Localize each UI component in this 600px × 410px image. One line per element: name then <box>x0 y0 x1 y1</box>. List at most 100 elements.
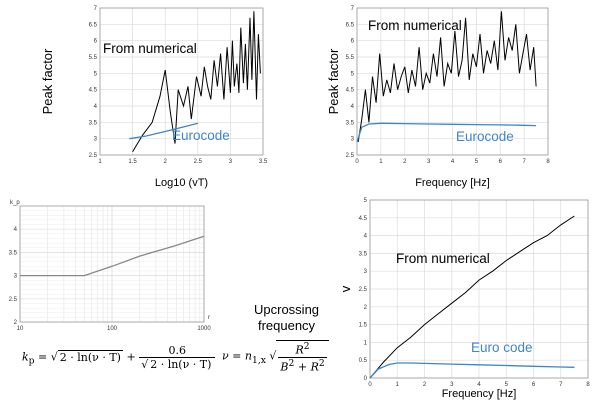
kp-radicand: 2 · ln(ν · T) <box>57 349 123 364</box>
kp-denominator: √ 2 · ln(ν · T) <box>141 357 214 371</box>
y-tick-label: 6 <box>94 39 98 45</box>
upcrossing-frequency-formula: ν = n1,x √ R2 B2 + R2 <box>222 340 329 373</box>
x-tick-label: 5 <box>475 159 479 165</box>
y-axis-label: Peak factor <box>40 48 55 114</box>
y-tick-label: 3 <box>14 274 18 280</box>
series-line-2 <box>356 122 537 143</box>
series-line-1 <box>20 235 205 277</box>
x-tick-label: 0 <box>355 159 359 165</box>
x-tick-label: 8 <box>546 159 550 165</box>
chart-3: 10 100 1000 2 2.5 3 3.5 4 r k_p <box>9 200 212 332</box>
x-axis-label: Log10 (vT) <box>155 177 208 189</box>
x-tick-label: 3 <box>229 159 233 165</box>
y-tick-label: 5 <box>351 71 355 77</box>
x-tick-label: 2 <box>423 382 427 388</box>
y-tick-label: 4 <box>14 227 18 233</box>
axis-x-symbol: r <box>208 315 210 321</box>
x-tick-label: 3 <box>450 382 454 388</box>
series-line-1 <box>369 215 575 379</box>
series-line-2 <box>129 122 198 140</box>
y-tick-label: 3 <box>94 137 98 143</box>
y-tick-label: 2.5 <box>89 153 98 159</box>
x-axis-label: Frequency [Hz] <box>442 388 517 400</box>
y-tick-label: 3.5 <box>346 120 355 126</box>
nu-denominator: B2 + R2 <box>280 357 325 374</box>
y-tick-label: 2.5 <box>9 297 18 303</box>
y-tick-label: 2 <box>364 305 368 311</box>
annotation-label: From numerical <box>396 251 490 266</box>
series-line-2 <box>369 362 575 379</box>
annotation-label: Eurocode <box>456 129 514 144</box>
y-tick-label: 2.5 <box>346 153 355 159</box>
x-tick-label: 1 <box>396 382 400 388</box>
y-tick-label: 5.5 <box>89 55 98 61</box>
kp-subscript: p <box>28 355 35 367</box>
x-tick-label: 4 <box>477 382 481 388</box>
y-tick-label: 6 <box>351 39 355 45</box>
y-tick-label: 1.5 <box>359 323 368 329</box>
y-axis-label: v <box>338 285 353 292</box>
x-tick-label: 1000 <box>197 326 211 332</box>
peak-factor-formula: kp = √ 2 · ln(ν · T) + 0.6 √ 2 · ln(ν · T) <box>22 344 216 371</box>
plot-frame <box>369 199 589 379</box>
x-tick-label: 2.5 <box>194 159 203 165</box>
x-tick-label: 1 <box>98 159 102 165</box>
y-tick-label: 4 <box>351 104 355 110</box>
x-tick-label: 5 <box>505 382 509 388</box>
y-tick-label: 2.5 <box>359 287 368 293</box>
nu-numerator: R2 <box>278 341 327 358</box>
nu-symbol: ν <box>222 349 229 363</box>
x-tick-label: 7 <box>559 382 563 388</box>
y-tick-label: 3.5 <box>359 251 368 257</box>
y-tick-label: 4 <box>94 104 98 110</box>
plot-frame <box>356 7 549 156</box>
annotation-label: Euro code <box>471 340 533 355</box>
annotation-label: From numerical <box>368 18 462 33</box>
series-line-1 <box>132 11 261 152</box>
x-tick-label: 6 <box>499 159 503 165</box>
upcrossing-frequency-label: Upcrossing frequency <box>254 302 319 334</box>
kp-numerator: 0.6 <box>139 344 216 358</box>
y-tick-label: 6.5 <box>89 22 98 28</box>
y-tick-label: 3 <box>351 137 355 143</box>
y-tick-label: 4.5 <box>89 88 98 94</box>
y-tick-label: 7 <box>351 6 355 12</box>
kp-denominator-radicand: 2 · ln(ν · T) <box>148 357 214 371</box>
kp-fraction: 0.6 √ 2 · ln(ν · T) <box>139 344 216 371</box>
r-symbol: R <box>295 343 304 357</box>
x-tick-label: 8 <box>586 382 590 388</box>
y-tick-label: 3 <box>364 269 368 275</box>
y-tick-label: 6.5 <box>346 22 355 28</box>
y-tick-label: 5 <box>94 71 98 77</box>
x-tick-label: 1 <box>379 159 383 165</box>
x-tick-label: 2 <box>164 159 168 165</box>
x-tick-label: 6 <box>532 382 536 388</box>
chart-2: 0 1 2 3 4 5 6 7 8 2.5 3 3.5 4 4.5 5 5.5 6 6.5 7 Frequency [… <box>326 6 550 189</box>
annotation-label: Eurocode <box>172 128 230 143</box>
y-tick-label: 3.5 <box>9 250 18 256</box>
y-tick-label: 2 <box>14 320 18 326</box>
x-tick-label: 4 <box>451 159 455 165</box>
chart-4: 0 1 2 3 4 5 6 7 800.511.522.533.544.55Frequency … <box>338 198 590 400</box>
r-symbol-den: R <box>310 360 319 374</box>
axis-y-symbol: k_p <box>10 200 20 206</box>
y-tick-label: 4.5 <box>346 88 355 94</box>
x-tick-label: 100 <box>107 326 118 332</box>
n-symbol: n <box>244 349 252 363</box>
plot-frame <box>99 7 264 156</box>
b-symbol: B <box>280 360 289 374</box>
x-tick-label: 2 <box>403 159 407 165</box>
upcrossing-label-line-2: frequency <box>257 318 316 333</box>
x-tick-label: 3.5 <box>259 159 268 165</box>
plot-frame <box>19 205 205 323</box>
y-tick-label: 1 <box>364 340 368 346</box>
y-tick-label: 5 <box>364 198 368 204</box>
y-tick-label: 3.5 <box>89 120 98 126</box>
upcrossing-label-line-1: Upcrossing <box>254 302 320 317</box>
y-tick-label: 7 <box>94 6 98 12</box>
annotation-label: From numerical <box>103 41 197 56</box>
x-tick-label: 7 <box>522 159 526 165</box>
n-subscript: 1,x <box>252 354 266 366</box>
y-tick-label: 0 <box>364 376 368 382</box>
